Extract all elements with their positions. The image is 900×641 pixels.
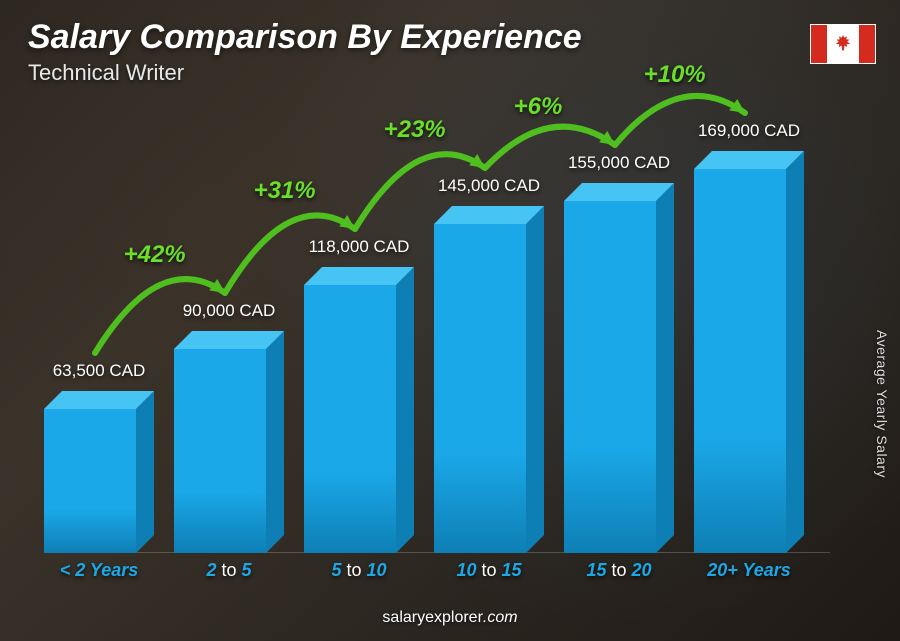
footer-site: salaryexplorer: [382, 609, 482, 626]
flag-band-right: [859, 25, 875, 63]
x-label-2: 5 to 10: [294, 560, 424, 581]
bar-shape: [44, 409, 174, 553]
bar-front: [434, 224, 526, 553]
bar-front: [174, 349, 266, 553]
x-label-3: 10 to 15: [424, 560, 554, 581]
value-label-1: 90,000 CAD: [164, 301, 294, 321]
flag-band-left: [811, 25, 827, 63]
bar-side: [526, 206, 544, 553]
y-axis-label: Average Yearly Salary: [874, 330, 890, 478]
x-label-5: 20+ Years: [684, 560, 814, 581]
bar-shape: [304, 285, 434, 553]
pct-label-2: +31%: [254, 177, 316, 205]
bar-shape: [694, 169, 824, 553]
country-flag-canada: [810, 24, 876, 64]
bar-shape: [174, 349, 304, 553]
bar-top: [694, 151, 804, 169]
value-label-0: 63,500 CAD: [34, 361, 164, 381]
maple-leaf-icon: [832, 33, 854, 55]
value-label-4: 155,000 CAD: [554, 153, 684, 173]
bar-front: [564, 201, 656, 553]
pct-label-1: +42%: [124, 241, 186, 269]
bar-side: [656, 183, 674, 553]
bar-5: [694, 109, 824, 581]
bar-0: [44, 349, 174, 581]
bar-top: [434, 206, 544, 224]
footer-attribution: salaryexplorer.com: [0, 609, 900, 627]
bar-4: [564, 141, 694, 581]
x-label-1: 2 to 5: [164, 560, 294, 581]
bar-side: [266, 331, 284, 553]
bar-2: [304, 225, 434, 581]
bar-chart: < 2 Years63,500 CAD2 to 590,000 CAD5 to …: [44, 100, 830, 581]
bar-top: [44, 391, 154, 409]
chart-title: Salary Comparison By Experience: [28, 18, 582, 57]
value-label-5: 169,000 CAD: [684, 121, 814, 141]
chart-subtitle: Technical Writer: [28, 60, 184, 86]
value-label-2: 118,000 CAD: [294, 237, 424, 257]
pct-label-3: +23%: [384, 116, 446, 144]
bar-front: [694, 169, 786, 553]
x-label-4: 15 to 20: [554, 560, 684, 581]
bar-top: [174, 331, 284, 349]
bar-side: [136, 391, 154, 553]
bar-1: [174, 289, 304, 581]
bar-front: [44, 409, 136, 553]
bar-front: [304, 285, 396, 553]
bar-side: [786, 151, 804, 553]
infographic-canvas: Salary Comparison By Experience Technica…: [0, 0, 900, 641]
bar-shape: [564, 201, 694, 553]
pct-label-4: +6%: [514, 93, 563, 121]
bar-top: [304, 267, 414, 285]
footer-tld: .com: [483, 609, 518, 626]
value-label-3: 145,000 CAD: [424, 176, 554, 196]
bar-side: [396, 267, 414, 553]
x-label-0: < 2 Years: [34, 560, 164, 581]
flag-center: [827, 25, 859, 63]
bar-shape: [434, 224, 564, 553]
bar-top: [564, 183, 674, 201]
bar-3: [434, 164, 564, 581]
pct-label-5: +10%: [644, 61, 706, 89]
